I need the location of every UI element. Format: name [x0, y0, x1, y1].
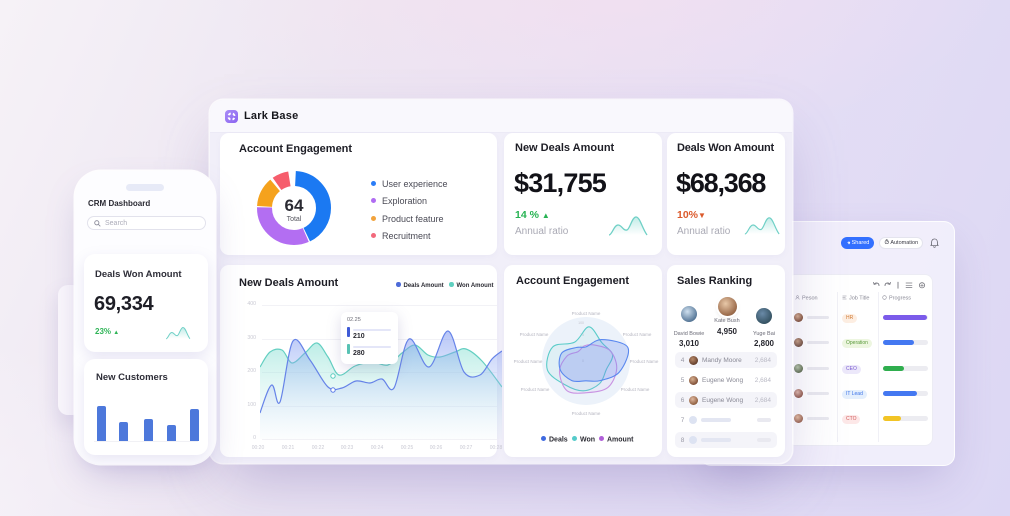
svg-text:Product Name: Product Name: [630, 359, 659, 364]
svg-text:100: 100: [578, 321, 584, 325]
svg-text:0: 0: [582, 359, 584, 363]
svg-text:Product Name: Product Name: [520, 332, 549, 337]
svg-text:64: 64: [285, 196, 304, 215]
svg-text:Product Name: Product Name: [572, 311, 601, 316]
svg-text:Product Name: Product Name: [514, 359, 543, 364]
svg-text:Total: Total: [287, 216, 302, 223]
svg-text:Product Name: Product Name: [623, 332, 652, 337]
svg-text:75: 75: [580, 333, 584, 337]
svg-text:Product Name: Product Name: [621, 387, 650, 392]
svg-text:Product Name: Product Name: [572, 411, 601, 416]
svg-text:Product Name: Product Name: [521, 387, 550, 392]
